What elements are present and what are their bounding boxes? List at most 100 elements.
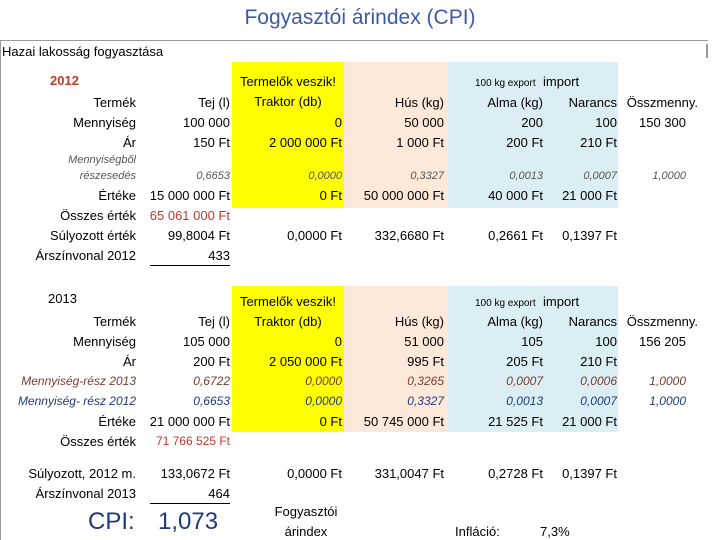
left-divider xyxy=(0,40,1,540)
hus-2012-highlight xyxy=(344,62,448,208)
narancs-2012-weighted: 0,1397 Ft xyxy=(562,228,617,243)
traktor-2012-weighted: 0,0000 Ft xyxy=(287,228,342,243)
import-export-2012-highlight xyxy=(448,62,618,208)
traktor-2012-header1: Termelők veszik! xyxy=(239,74,337,89)
traktor-2013-highlight xyxy=(232,286,344,432)
label-quantity-2013: Mennyiség xyxy=(73,334,136,349)
alma-2013-share13: 0,0007 xyxy=(506,374,543,388)
traktor-2012-price: 2 000 000 Ft xyxy=(269,135,342,150)
hus-2012-quantity: 50 000 xyxy=(404,115,444,130)
sum-2013-share12: 1,0000 xyxy=(649,394,686,408)
page-title: Fogyasztói árindex (CPI) xyxy=(244,6,476,29)
traktor-2012-share: 0,0000 xyxy=(308,170,342,182)
narancs-2012-share: 0,0007 xyxy=(583,170,617,182)
hus-2013-value: 50 745 000 Ft xyxy=(363,414,444,429)
cpi-label: CPI: xyxy=(88,508,135,535)
total-value-2012: 65 061 000 Ft xyxy=(149,208,230,223)
tej-2012-quantity: 100 000 xyxy=(183,115,230,130)
alma-2012-weighted: 0,2661 Ft xyxy=(488,228,543,243)
alma-2013-price: 205 Ft xyxy=(506,354,543,369)
cpi-value: 1,073 xyxy=(158,508,219,535)
year-2013-label: 2013 xyxy=(48,291,77,306)
traktor-2013-share13: 0,0000 xyxy=(305,374,342,388)
narancs-2012-quantity: 100 xyxy=(595,115,617,130)
label-product-2013: Termék xyxy=(93,314,136,329)
traktor-2013-quantity: 0 xyxy=(334,334,342,349)
narancs-2013-share12: 0,0007 xyxy=(580,394,617,408)
right-edge-mark xyxy=(706,44,708,58)
alma-2012-quantity: 200 xyxy=(521,115,543,130)
label-product-2012: Termék xyxy=(93,95,136,110)
top-divider xyxy=(0,40,708,41)
total-value-2013: 71 766 525 Ft xyxy=(155,434,230,448)
price-level-2013-underline xyxy=(150,503,230,504)
tej-2013-quantity: 105 000 xyxy=(183,334,230,349)
alma-2013-share12: 0,0013 xyxy=(506,394,543,408)
alma-2013-quantity: 105 xyxy=(521,334,543,349)
sum-2013-share13: 1,0000 xyxy=(649,374,686,388)
sum-2012-share: 1,0000 xyxy=(652,170,686,182)
narancs-2013-weighted: 0,1397 Ft xyxy=(562,466,617,481)
label-quantity-2012: Mennyiség xyxy=(73,115,136,130)
sum-2013-quantity: 156 205 xyxy=(639,334,686,349)
hus-2013-share13: 0,3265 xyxy=(407,374,444,388)
traktor-2012-quantity: 0 xyxy=(334,115,342,130)
import-export-2013-highlight xyxy=(448,286,618,432)
tej-2012-price: 150 Ft xyxy=(193,135,230,150)
traktor-2012-highlight xyxy=(232,62,344,208)
tej-2012-value: 15 000 000 Ft xyxy=(149,188,230,203)
tej-2013-name: Tej (l) xyxy=(198,314,230,329)
traktor-2013-share12: 0,0000 xyxy=(305,394,342,408)
narancs-2013-import-note: import xyxy=(543,294,580,309)
narancs-2013-share13: 0,0006 xyxy=(580,374,617,388)
hus-2013-highlight xyxy=(344,286,448,432)
year-2012-label: 2012 xyxy=(50,73,79,88)
label-share-2012-line2: részesedés xyxy=(79,170,136,182)
price-level-2012: 433 xyxy=(208,248,230,263)
alma-2012-name: Alma (kg) xyxy=(487,95,543,110)
hus-2013-price: 995 Ft xyxy=(407,354,444,369)
hus-2012-value: 50 000 000 Ft xyxy=(363,188,444,203)
alma-2013-weighted: 0,2728 Ft xyxy=(488,466,543,481)
label-share-2012-ref: Mennyiség- rész 2012 xyxy=(17,394,136,408)
label-price-2012: Ár xyxy=(123,135,136,150)
hus-2012-name: Hús (kg) xyxy=(394,95,444,110)
traktor-2013-header1: Termelők veszik! xyxy=(239,294,337,309)
label-price-2013: Ár xyxy=(123,354,136,369)
hus-2013-weighted: 331,0047 Ft xyxy=(374,466,444,481)
narancs-2013-name: Narancs xyxy=(568,314,617,329)
sum-2012-quantity: 150 300 xyxy=(639,115,686,130)
label-level-2012: Árszínvonal 2012 xyxy=(35,248,136,263)
traktor-2012-name: Traktor (db) xyxy=(254,94,322,109)
alma-2012-share: 0,0013 xyxy=(509,170,543,182)
narancs-2012-import-note: import xyxy=(543,74,580,89)
hus-2013-quantity: 51 000 xyxy=(404,334,444,349)
alma-2013-name: Alma (kg) xyxy=(487,314,543,329)
label-value-2012: Értéke xyxy=(98,188,136,203)
alma-2012-value: 40 000 Ft xyxy=(488,188,543,203)
traktor-2013-value: 0 Ft xyxy=(319,414,342,429)
label-share-2013: Mennyiség-rész 2013 xyxy=(21,374,136,388)
inflation-label: Infláció: xyxy=(455,524,500,539)
tej-2013-weighted: 133,0672 Ft xyxy=(160,466,230,481)
inflation-value: 7,3% xyxy=(540,524,570,539)
traktor-2012-value: 0 Ft xyxy=(319,188,342,203)
label-value-2013: Értéke xyxy=(98,414,136,429)
label-weighted-2012: Súlyozott érték xyxy=(50,228,136,243)
hus-2012-price: 1 000 Ft xyxy=(396,135,444,150)
tej-2013-price: 200 Ft xyxy=(193,354,230,369)
hus-2012-weighted: 332,6680 Ft xyxy=(374,228,444,243)
page-subtitle: Hazai lakosság fogyasztása xyxy=(2,44,164,59)
alma-2012-price: 200 Ft xyxy=(506,135,543,150)
cpi-caption-line1: Fogyasztói xyxy=(274,504,338,519)
label-weighted-2013: Súlyozott, 2012 m. xyxy=(28,466,136,481)
tej-2012-name: Tej (l) xyxy=(198,95,230,110)
traktor-2013-price: 2 050 000 Ft xyxy=(269,354,342,369)
tej-2012-weighted: 99,8004 Ft xyxy=(167,228,230,243)
narancs-2013-value: 21 000 Ft xyxy=(562,414,617,429)
label-level-2013: Árszínvonal 2013 xyxy=(35,486,136,501)
narancs-2013-quantity: 100 xyxy=(595,334,617,349)
label-share-2012-line1: Mennyiségből xyxy=(68,154,136,166)
alma-2012-export-note: 100 kg export xyxy=(475,78,536,89)
label-total-2012: Összes érték xyxy=(60,208,136,223)
